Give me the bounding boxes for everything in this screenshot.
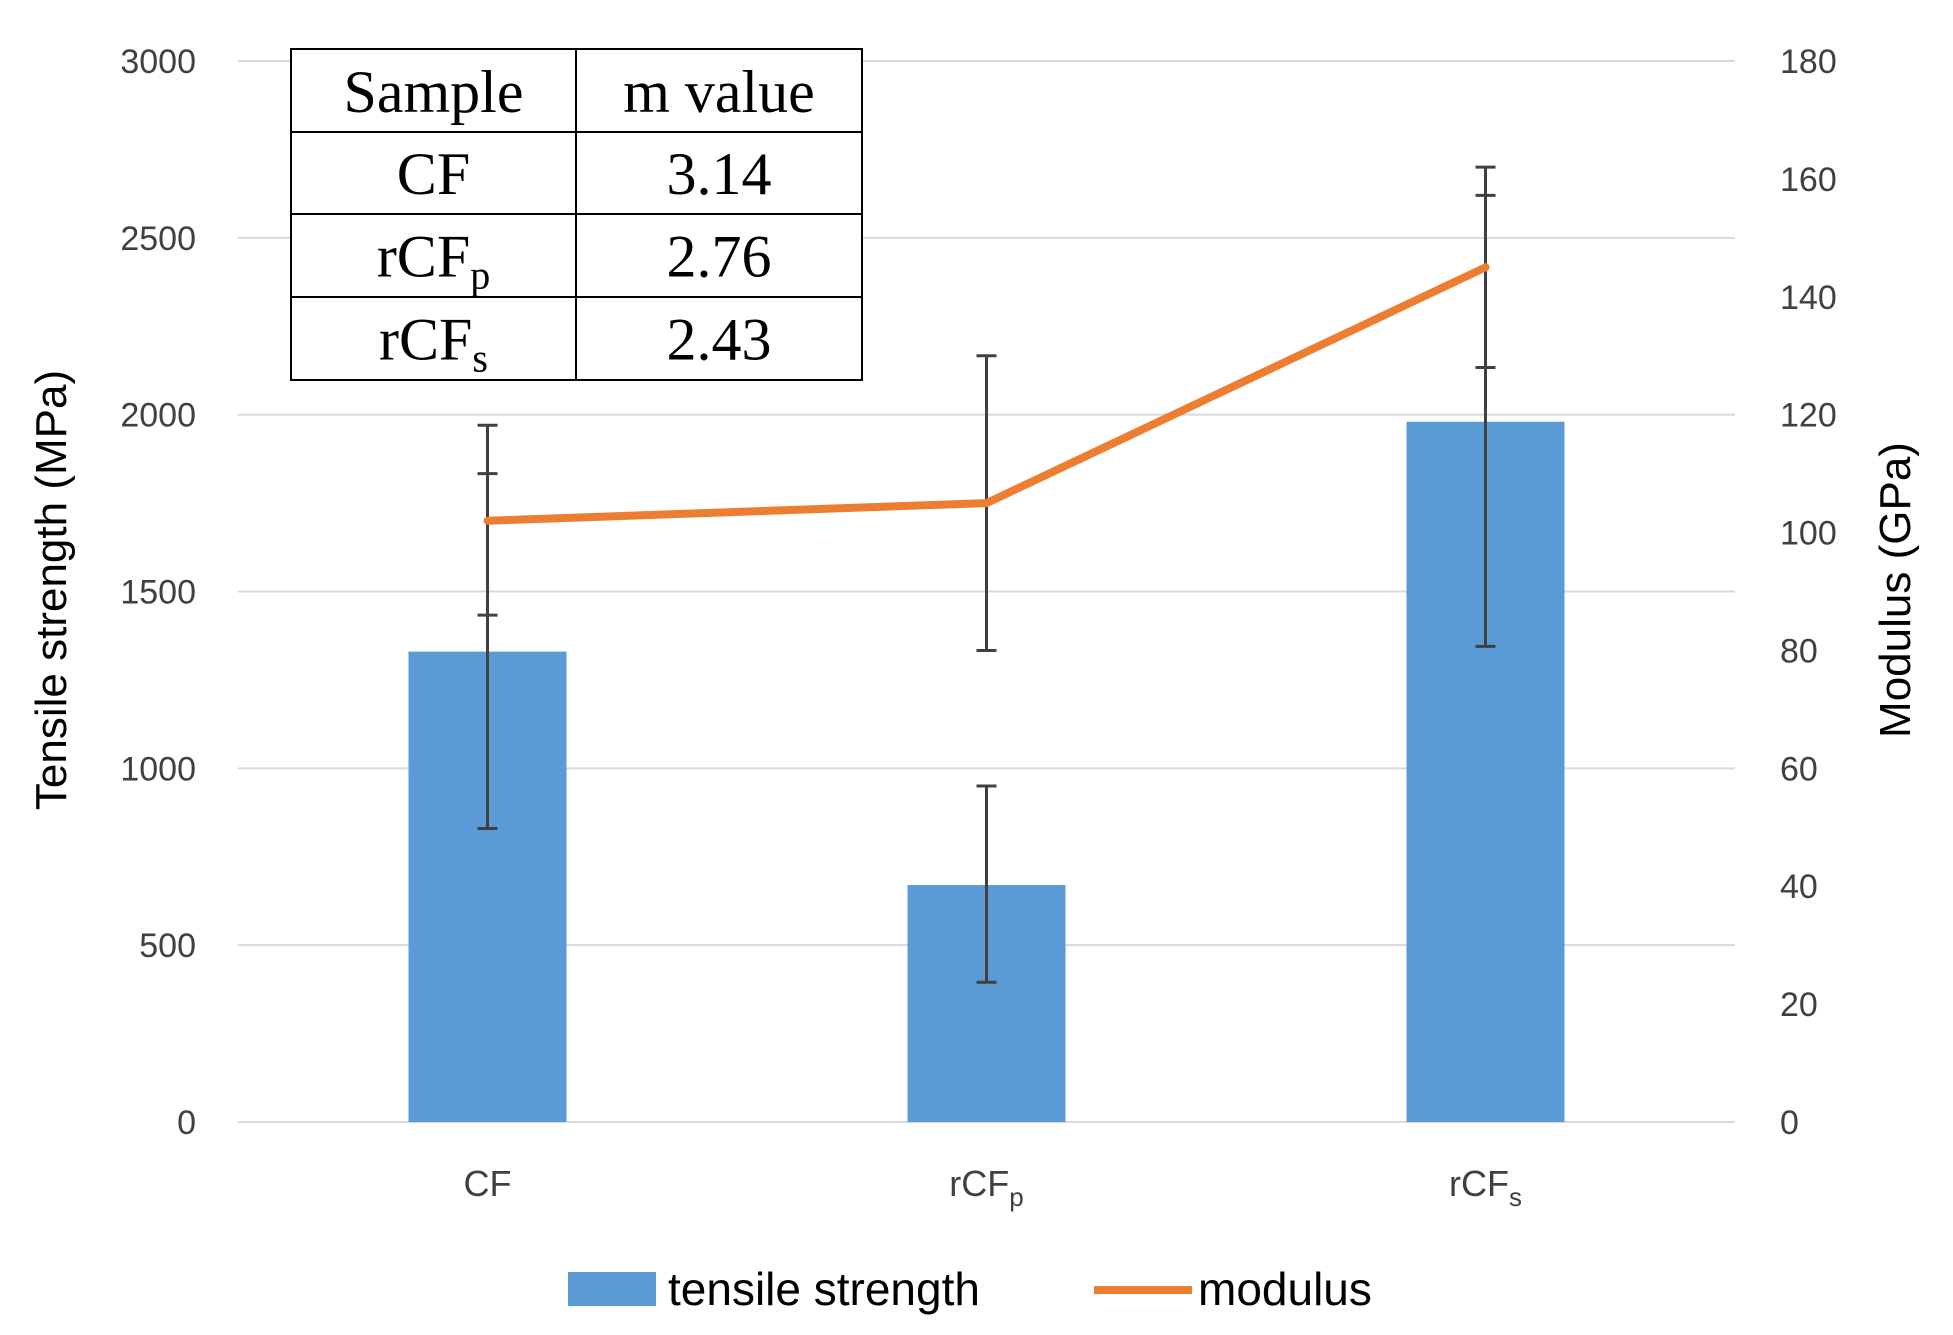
y2-tick-label: 20 xyxy=(1780,986,1818,1024)
modulus-point xyxy=(486,519,489,522)
inset-table-m-cell: 3.14 xyxy=(667,141,772,207)
legend-swatch-tensile-strength xyxy=(568,1272,656,1306)
legend-label-modulus: modulus xyxy=(1198,1263,1372,1315)
inset-table-header-sample: Sample xyxy=(344,59,524,125)
modulus-point xyxy=(1484,266,1487,269)
y2-tick-label: 180 xyxy=(1780,43,1837,81)
category-label: rCFs xyxy=(1449,1163,1522,1212)
inset-table-sample-cell: CF xyxy=(397,141,470,207)
line-series xyxy=(483,263,1490,525)
y2-tick-label: 40 xyxy=(1780,868,1818,906)
legend-label-tensile-strength: tensile strength xyxy=(668,1263,980,1315)
category-label: rCFp xyxy=(949,1163,1023,1212)
category-labels: CF rCFp rCFs xyxy=(464,1163,1522,1212)
y-tick-label: 500 xyxy=(139,927,196,965)
y-axis-title: Tensile strength (MPa) xyxy=(27,370,76,810)
y-tick-label: 3000 xyxy=(120,43,196,81)
modulus-point xyxy=(985,502,988,505)
inset-table: Sample m value CF 3.14 rCFp 2.76 rCFs 2.43 xyxy=(290,48,863,381)
inset-table-sample-cell: rCFs xyxy=(379,307,488,381)
legend: tensile strength modulus xyxy=(568,1263,1372,1315)
inset-table-header-m-value: m value xyxy=(623,59,815,125)
left-axis-ticks: 0 500 1000 1500 2000 2500 3000 xyxy=(120,43,196,1142)
y-tick-label: 2000 xyxy=(120,397,196,435)
y-tick-label: 2500 xyxy=(120,220,196,258)
category-label: CF xyxy=(464,1163,512,1204)
y2-axis-title: Modulus (GPa) xyxy=(1871,442,1920,738)
y2-tick-label: 160 xyxy=(1780,161,1837,199)
y2-tick-label: 120 xyxy=(1780,397,1837,435)
inset-table-m-cell: 2.43 xyxy=(667,307,772,373)
y-tick-label: 1000 xyxy=(120,750,196,788)
right-axis-ticks: 0 20 40 60 80 100 120 140 160 180 xyxy=(1780,43,1837,1142)
y2-tick-label: 100 xyxy=(1780,515,1837,553)
y-tick-label: 0 xyxy=(177,1104,196,1142)
y2-tick-label: 0 xyxy=(1780,1104,1799,1142)
inset-table-sample-cell: rCFp xyxy=(377,224,490,298)
y-tick-label: 1500 xyxy=(120,574,196,612)
inset-table-m-cell: 2.76 xyxy=(667,224,772,290)
y2-tick-label: 80 xyxy=(1780,632,1818,670)
y2-tick-label: 140 xyxy=(1780,279,1837,317)
y2-tick-label: 60 xyxy=(1780,750,1818,788)
